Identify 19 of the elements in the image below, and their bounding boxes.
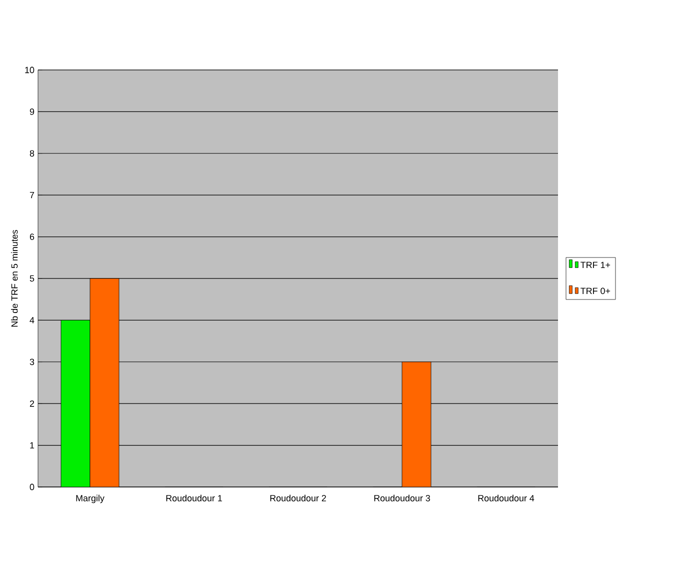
y-tick-label: 8 (30, 150, 34, 157)
x-tick-label: Roudoudour 1 (166, 494, 222, 502)
y-tick-label: 9 (30, 108, 34, 115)
x-tick-label: Margily (76, 494, 104, 504)
y-tick-label: 1 (30, 442, 34, 448)
y-tick-label: 7 (30, 192, 34, 198)
y-tick-label: 10 (25, 66, 34, 74)
y-axis-title: Nb de TRF en 5 minutes (11, 230, 18, 327)
y-tick-label: 0 (30, 484, 34, 490)
y-tick-label: 6 (30, 234, 34, 240)
x-tick-label: Roudoudour 2 (270, 494, 326, 502)
legend-label: TRF 0+ (580, 288, 610, 294)
x-tick-label: Roudoudour 3 (374, 494, 430, 502)
y-tick-label: 2 (30, 400, 34, 407)
legend-label: TRF 1+ (580, 262, 610, 268)
y-tick-label: 3 (30, 358, 34, 366)
y-tick-label: 5 (30, 275, 34, 282)
y-tick-label: 4 (30, 317, 34, 324)
x-tick-label: Roudoudour 4 (478, 494, 534, 502)
